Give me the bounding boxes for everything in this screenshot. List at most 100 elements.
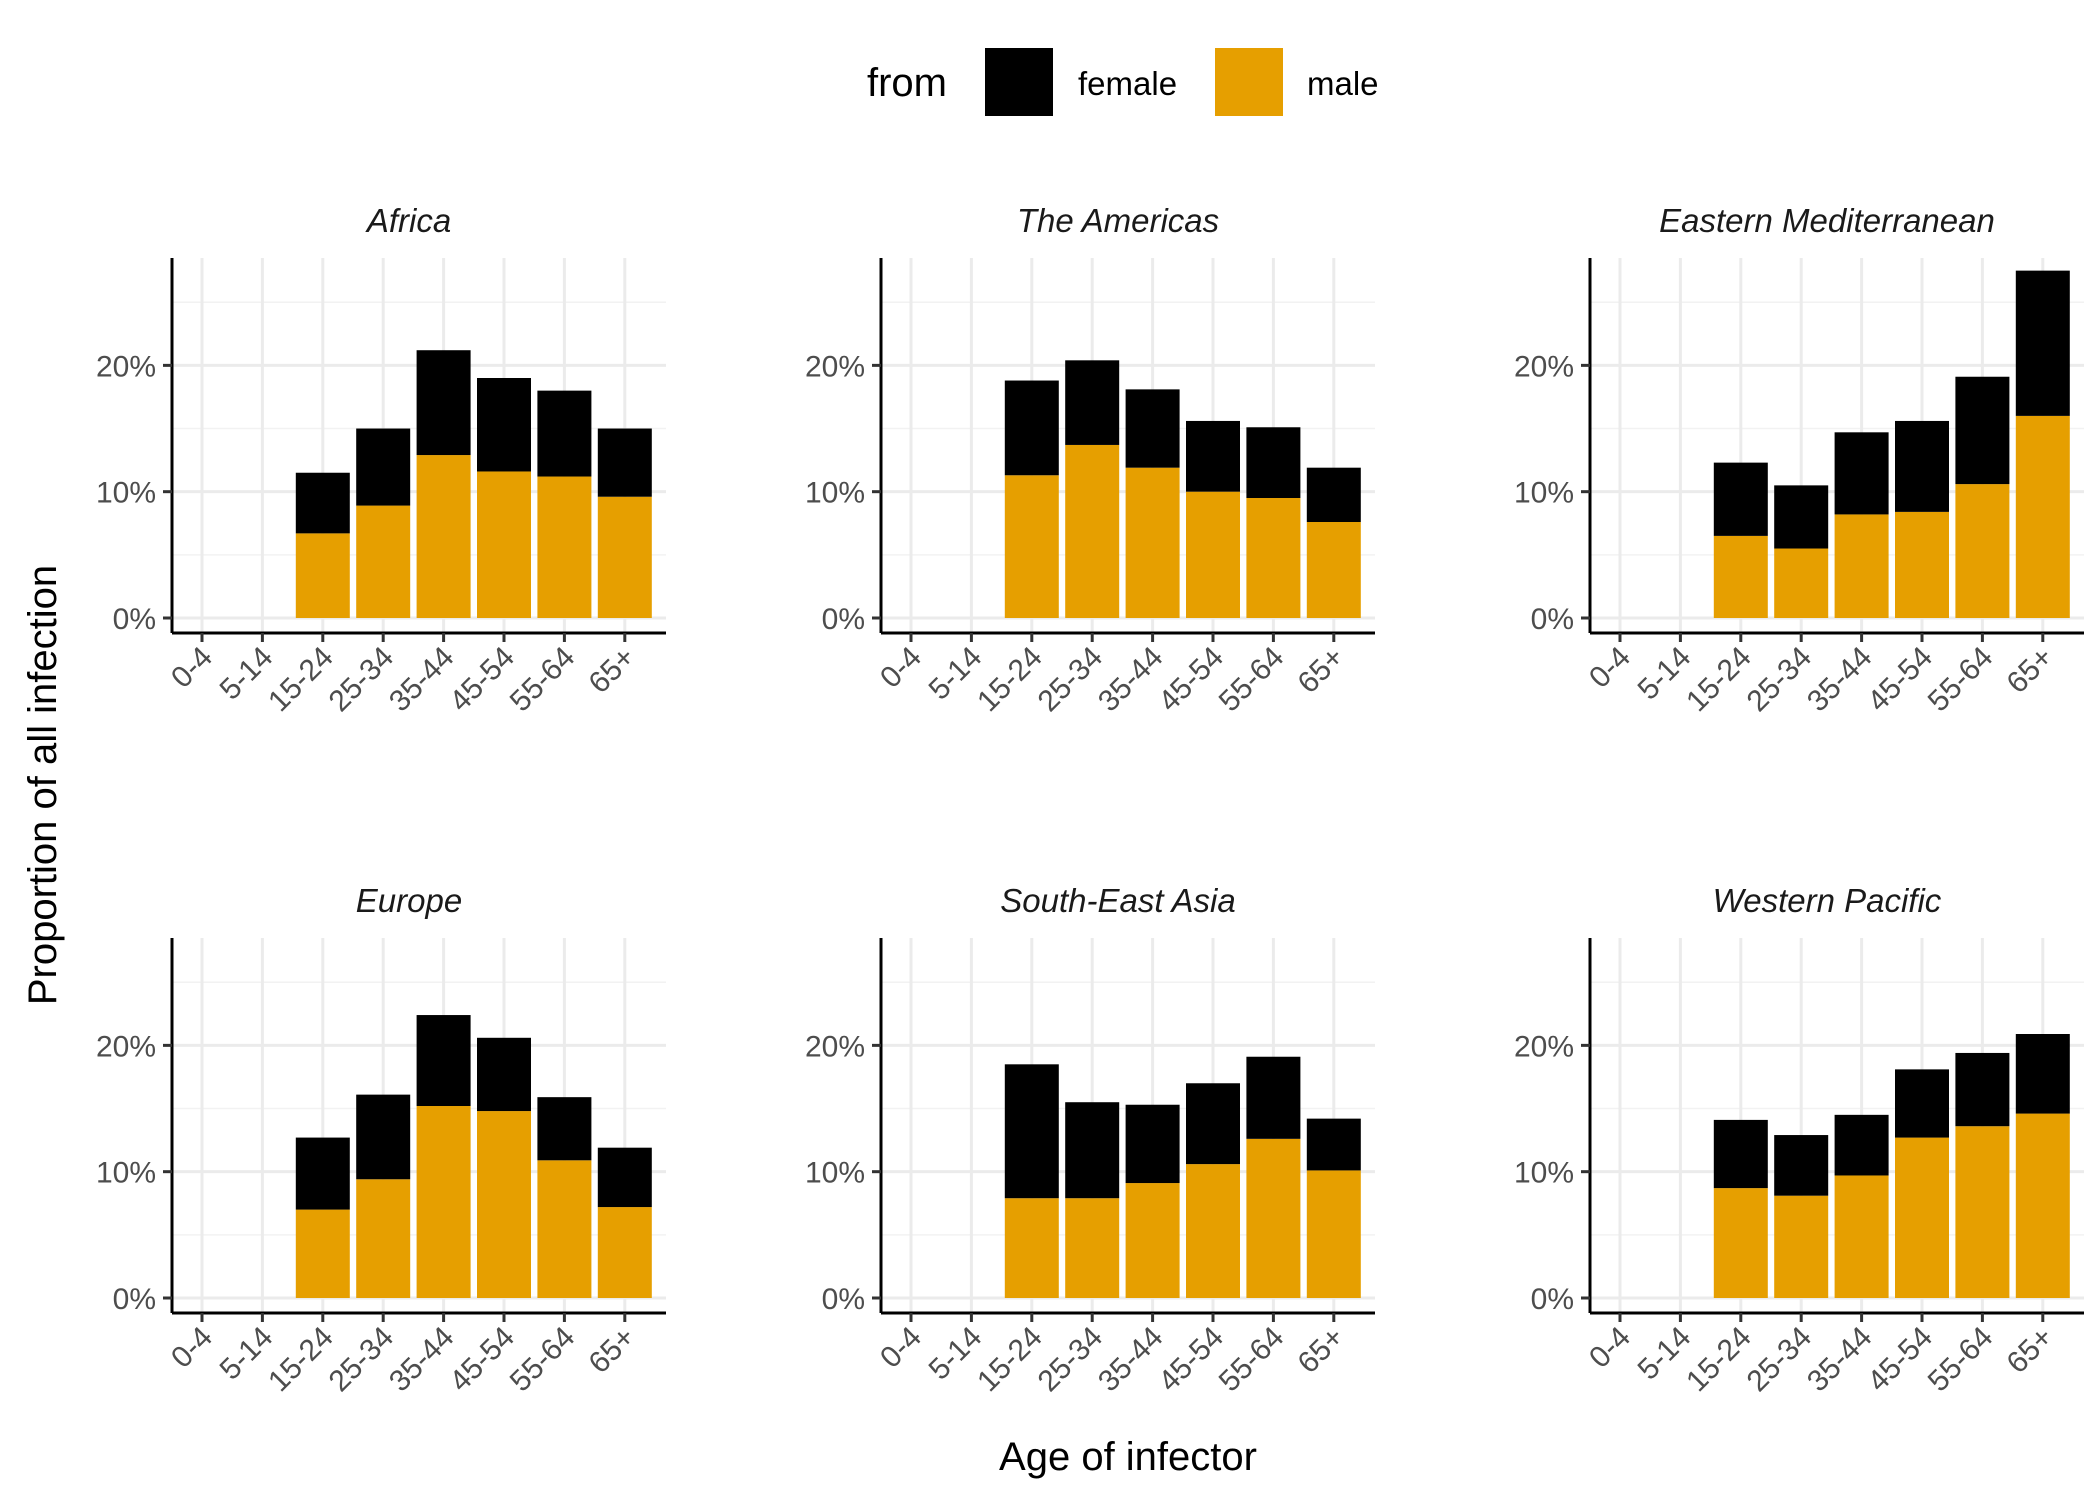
y-tick-label: 0% xyxy=(822,1283,865,1316)
bar-male-25-34 xyxy=(1065,444,1120,618)
bar-female-25-34 xyxy=(1774,1135,1829,1196)
bar-male-35-44 xyxy=(416,1106,471,1298)
bar-male-45-54 xyxy=(1186,1164,1240,1298)
x-tick-label: 55-64 xyxy=(1922,1321,2000,1399)
bar-female-15-24 xyxy=(1713,1119,1768,1189)
bar-female-35-44 xyxy=(1834,1114,1889,1176)
x-tick-label: 55-64 xyxy=(504,1321,582,1399)
x-tick-label: 35-44 xyxy=(1801,1321,1879,1399)
x-tick-label: 15-24 xyxy=(971,641,1049,719)
bar-male-15-24 xyxy=(1713,1188,1768,1298)
x-tick-label: 45-54 xyxy=(1152,641,1230,719)
x-tick-label: 35-44 xyxy=(1801,641,1879,719)
x-tick-label: 35-44 xyxy=(1092,641,1170,719)
bar-female-35-44 xyxy=(416,1015,471,1106)
bar-female-65+ xyxy=(2015,1034,2070,1114)
panel-europe: Europe0%10%20%0-45-1415-2425-3435-4445-5… xyxy=(96,882,666,1398)
x-tick-label: 25-34 xyxy=(323,1321,401,1399)
y-axis-title: Proportion of all infection xyxy=(21,565,65,1005)
x-tick-label: 15-24 xyxy=(971,1321,1049,1399)
bar-male-55-64 xyxy=(537,476,592,618)
y-tick-label: 0% xyxy=(113,603,156,636)
x-tick-label: 35-44 xyxy=(383,1321,461,1399)
bar-female-65+ xyxy=(1306,467,1361,522)
x-tick-label: 25-34 xyxy=(323,641,401,719)
panel-title: Europe xyxy=(356,882,462,919)
x-tick-label: 25-34 xyxy=(1032,1321,1110,1399)
y-tick-label: 10% xyxy=(96,1157,156,1190)
y-tick-label: 0% xyxy=(113,1283,156,1316)
bar-female-35-44 xyxy=(416,350,471,456)
x-tick-label: 45-54 xyxy=(443,1321,521,1399)
y-tick-label: 20% xyxy=(96,1030,156,1063)
x-tick-label: 25-34 xyxy=(1741,641,1819,719)
x-tick-label: 55-64 xyxy=(504,641,582,719)
bar-male-65+ xyxy=(1306,522,1361,618)
bar-male-25-34 xyxy=(1774,548,1829,618)
y-tick-label: 20% xyxy=(1514,1030,1574,1063)
bar-female-25-34 xyxy=(1774,485,1829,549)
x-tick-label: 0-4 xyxy=(1583,641,1637,695)
bar-male-35-44 xyxy=(1834,1175,1889,1298)
x-tick-label: 55-64 xyxy=(1213,1321,1291,1399)
x-tick-label: 45-54 xyxy=(443,641,521,719)
bar-female-45-54 xyxy=(477,378,531,472)
y-tick-label: 20% xyxy=(805,350,865,383)
bar-male-35-44 xyxy=(1125,1183,1180,1298)
x-tick-label: 45-54 xyxy=(1861,1321,1939,1399)
bar-male-55-64 xyxy=(1955,484,2010,618)
y-tick-label: 20% xyxy=(96,350,156,383)
y-tick-label: 10% xyxy=(1514,477,1574,510)
bar-male-55-64 xyxy=(1955,1126,2010,1298)
y-tick-label: 10% xyxy=(1514,1157,1574,1190)
legend-swatch-male xyxy=(1215,48,1283,116)
bar-female-55-64 xyxy=(537,390,592,477)
panel-title: Western Pacific xyxy=(1713,882,1942,919)
x-tick-label: 65+ xyxy=(2000,1321,2059,1380)
bar-male-65+ xyxy=(1306,1170,1361,1298)
bar-male-35-44 xyxy=(1125,467,1180,618)
bar-female-25-34 xyxy=(356,428,411,506)
x-tick-label: 55-64 xyxy=(1922,641,2000,719)
bar-male-45-54 xyxy=(1186,491,1240,618)
panel-south-east-asia: South-East Asia0%10%20%0-45-1415-2425-34… xyxy=(805,882,1375,1398)
y-tick-label: 0% xyxy=(1531,1283,1574,1316)
legend-title: from xyxy=(867,61,947,105)
bar-male-45-54 xyxy=(1895,1137,1949,1298)
bar-male-55-64 xyxy=(1246,1138,1301,1298)
panel-eastern-mediterranean: Eastern Mediterranean0%10%20%0-45-1415-2… xyxy=(1514,202,2084,718)
bar-female-65+ xyxy=(597,428,652,497)
panel-title: The Americas xyxy=(1017,202,1219,239)
bar-female-55-64 xyxy=(1955,376,2010,485)
x-tick-label: 15-24 xyxy=(262,641,340,719)
x-tick-label: 0-4 xyxy=(1583,1321,1637,1375)
panels: Africa0%10%20%0-45-1415-2425-3435-4445-5… xyxy=(96,202,2084,1398)
bar-male-15-24 xyxy=(295,533,350,618)
bar-female-15-24 xyxy=(1004,380,1059,476)
bar-male-65+ xyxy=(597,496,652,618)
bar-male-15-24 xyxy=(295,1209,350,1298)
y-tick-label: 10% xyxy=(805,477,865,510)
x-tick-label: 15-24 xyxy=(1680,641,1758,719)
x-tick-label: 35-44 xyxy=(383,641,461,719)
x-tick-label: 65+ xyxy=(1291,1321,1350,1380)
legend-label-female: female xyxy=(1078,65,1177,102)
x-tick-label: 0-4 xyxy=(165,1321,219,1375)
x-tick-label: 15-24 xyxy=(1680,1321,1758,1399)
legend-swatch-female xyxy=(985,48,1053,116)
legend: from female male xyxy=(867,48,1379,116)
y-tick-label: 0% xyxy=(822,603,865,636)
bar-female-45-54 xyxy=(477,1037,531,1112)
bar-female-15-24 xyxy=(295,472,350,534)
bar-female-25-34 xyxy=(356,1094,411,1180)
bar-male-15-24 xyxy=(1713,535,1768,618)
bar-male-15-24 xyxy=(1004,475,1059,618)
y-tick-label: 20% xyxy=(805,1030,865,1063)
bar-male-55-64 xyxy=(537,1160,592,1298)
x-tick-label: 55-64 xyxy=(1213,641,1291,719)
bar-male-65+ xyxy=(2015,415,2070,618)
bar-female-15-24 xyxy=(295,1137,350,1210)
bar-female-25-34 xyxy=(1065,1102,1120,1199)
legend-label-male: male xyxy=(1307,65,1379,102)
bar-male-15-24 xyxy=(1004,1198,1059,1298)
